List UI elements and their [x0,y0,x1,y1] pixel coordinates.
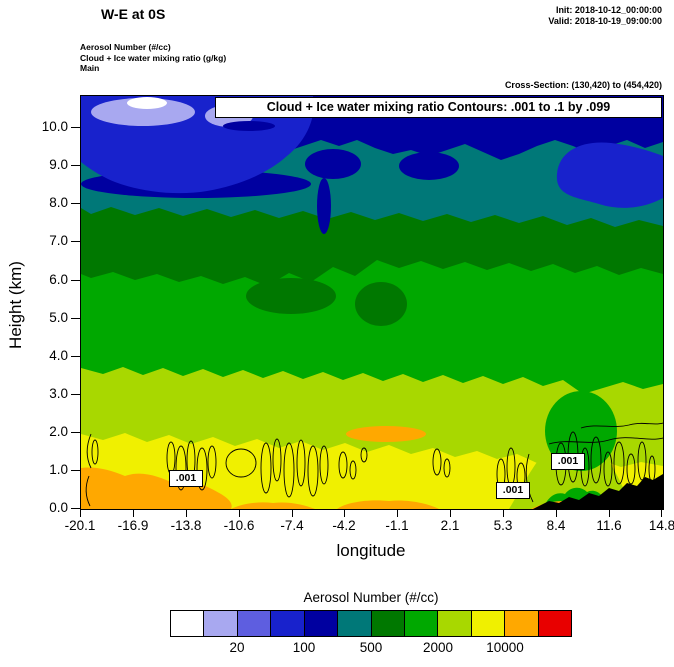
y-tick [71,127,80,128]
colorbar-cell [170,610,205,637]
x-tick [397,509,398,517]
colorbar-label: 2000 [422,640,454,655]
x-tick-label: -7.4 [280,518,304,533]
y-tick-label: 1.0 [49,462,68,477]
timestamp-block: Init: 2018-10-12_00:00:00 Valid: 2018-10… [548,5,662,27]
x-tick [503,509,504,517]
colorbar-label: 20 [229,640,245,655]
y-tick [71,432,80,433]
fill-lavender-patch-1 [91,98,195,126]
fill-green-right-tongue [545,391,617,471]
x-tick-label: -10.6 [223,518,255,533]
x-tick-label: -16.9 [117,518,149,533]
cross-section-label: Cross-Section: (130,420) to (454,420) [504,80,662,90]
x-tick [450,509,451,517]
fill-navy-blob-2 [399,152,459,180]
y-tick-label: 0.0 [49,500,68,515]
y-tick [71,203,80,204]
y-tick-label: 10.0 [41,119,68,134]
x-tick [80,509,81,517]
x-tick [344,509,345,517]
field-legend-main: Main [80,63,100,73]
field-legend: Aerosol Number (#/cc) Cloud + Ice water … [80,42,226,74]
colorbar-cell [237,610,272,637]
colorbar-label: 100 [292,640,316,655]
x-tick [609,509,610,517]
colorbar-cell [438,610,472,637]
y-tick [71,241,80,242]
fill-orange-mid-strip [337,500,439,509]
y-tick [71,356,80,357]
x-tick-label: 8.4 [546,518,566,533]
y-tick [71,508,80,509]
y-tick-label: 6.0 [49,272,68,287]
fill-navy-streak [317,178,331,234]
x-tick [133,509,134,517]
fill-orange-left [81,467,232,509]
x-tick-label: -1.1 [385,518,409,533]
contour-value-label: .001 [551,453,585,470]
contour-value-label: .001 [496,482,530,499]
x-tick-label: -4.2 [332,518,356,533]
fill-navy-wisp [223,121,275,131]
fill-blue-right-blob [556,142,663,208]
plot-frame: Cloud + Ice water mixing ratio Contours:… [80,95,664,510]
x-tick-label: 2.1 [440,518,460,533]
colorbar-cell [338,610,372,637]
fill-darkgreen-tongue-1 [246,278,336,314]
colorbar-cell [505,610,539,637]
colorbar-title: Aerosol Number (#/cc) [303,590,439,605]
x-tick-label: 5.3 [493,518,513,533]
x-tick [661,509,662,517]
y-tick [71,470,80,471]
x-tick-label: 14.8 [648,518,674,533]
y-tick [71,280,80,281]
colorbar-cell [371,610,405,637]
colorbar-label: 500 [359,640,383,655]
colorbar-label: 10000 [486,640,524,655]
x-axis-title: longitude [336,541,406,560]
y-tick-label: 2.0 [49,424,68,439]
page-title: W-E at 0S [101,6,166,22]
terrain [533,474,663,509]
colorbar [170,610,573,637]
y-tick-label: 9.0 [49,157,68,172]
x-tick [186,509,187,517]
contour-info-banner: Cloud + Ice water mixing ratio Contours:… [215,97,662,118]
y-axis-title: Height (km) [6,261,25,349]
colorbar-cell [304,610,339,637]
y-tick-label: 8.0 [49,195,68,210]
valid-time: Valid: 2018-10-19_09:00:00 [548,16,662,26]
colorbar-cell [471,610,506,637]
fill-darkgreen-tongue-2 [355,282,407,326]
field-svg [81,96,663,509]
y-tick [71,318,80,319]
colorbar-cell [271,610,305,637]
y-tick-label: 4.0 [49,348,68,363]
x-tick [556,509,557,517]
init-time: Init: 2018-10-12_00:00:00 [555,5,662,15]
colorbar-cell [538,610,573,637]
contour-value-label: .001 [169,470,203,487]
field-legend-aerosol: Aerosol Number (#/cc) [80,42,171,52]
x-tick [292,509,293,517]
x-tick [239,509,240,517]
colorbar-cell [204,610,238,637]
y-tick [71,394,80,395]
fill-orange-left-strip [231,502,315,509]
x-tick-label: -20.1 [64,518,96,533]
fill-navy-blob-1 [305,149,361,179]
field-legend-cloud: Cloud + Ice water mixing ratio (g/kg) [80,52,227,63]
y-tick-label: 5.0 [49,310,68,325]
x-tick-label: -13.8 [170,518,202,533]
y-tick-label: 7.0 [49,233,68,248]
fill-white-patch [127,97,167,109]
x-tick-label: 11.6 [596,518,622,533]
colorbar-cell [404,610,439,637]
y-tick-label: 3.0 [49,386,68,401]
fill-orange-mid-blob [346,426,426,442]
y-tick [71,165,80,166]
